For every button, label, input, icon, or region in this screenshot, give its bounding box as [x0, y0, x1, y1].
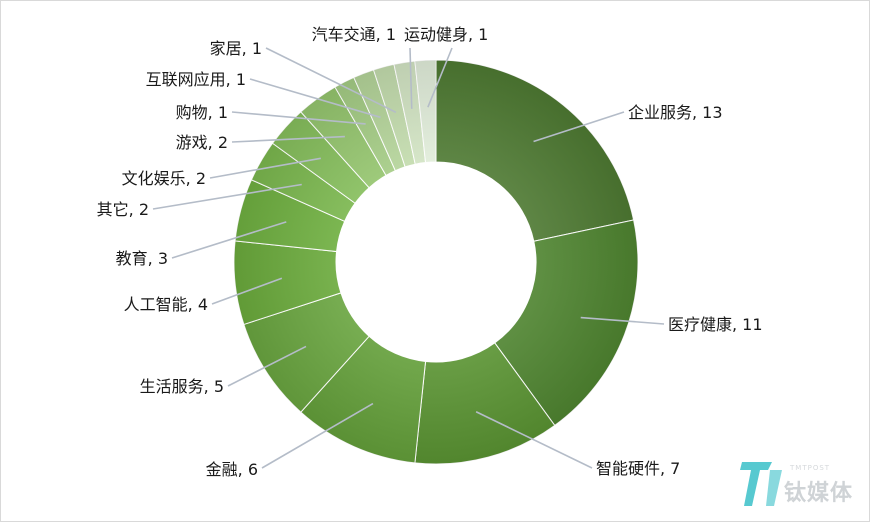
slice-shade-11	[335, 77, 396, 176]
data-label-13: 家居, 1	[210, 39, 262, 58]
slice-shade-5	[243, 292, 370, 413]
slice-shade-4	[300, 336, 426, 463]
leader-line-13	[265, 47, 397, 113]
slice-shade-1	[436, 60, 634, 242]
data-label-8: 其它, 2	[97, 200, 149, 219]
watermark-logo: TMTPOST 钛媒体	[740, 462, 853, 506]
leader-line-6	[211, 277, 283, 305]
leader-line-3	[475, 410, 593, 469]
data-labels-group: 企业服务, 13 医疗健康, 11 智能硬件, 7 金融, 6 生活服务, 5 人工智能,…	[97, 25, 763, 479]
data-label-14: 汽车交通, 1	[312, 25, 396, 44]
data-label-6: 人工智能, 4	[124, 295, 208, 314]
slices-group	[233, 59, 639, 465]
data-label-4: 金融, 6	[206, 460, 258, 479]
leader-line-5	[227, 345, 307, 387]
leader-line-12	[249, 78, 381, 119]
leader-line-15	[427, 47, 453, 108]
slice-shade-15	[414, 60, 436, 163]
leader-lines-group	[152, 47, 665, 469]
data-label-2: 医疗健康, 11	[668, 315, 763, 334]
data-label-10: 游戏, 2	[176, 133, 228, 152]
leader-line-2	[580, 316, 665, 325]
data-label-12: 互联网应用, 1	[146, 70, 246, 89]
leader-line-9	[209, 157, 321, 179]
slice-shade-2	[494, 220, 638, 426]
leader-line-1	[533, 111, 625, 143]
leader-line-10	[231, 135, 345, 143]
leader-line-4	[261, 402, 374, 469]
slice-shade-14	[394, 61, 426, 165]
data-label-3: 智能硬件, 7	[596, 459, 680, 478]
leader-line-11	[231, 111, 366, 125]
slice-shade-13	[373, 64, 416, 167]
slice-shade-12	[353, 69, 406, 171]
data-label-9: 文化娱乐, 2	[122, 169, 206, 188]
leader-line-8	[152, 183, 302, 210]
data-label-1: 企业服务, 13	[628, 103, 723, 122]
data-label-11: 购物, 1	[176, 103, 228, 122]
watermark-mark-icon	[740, 462, 782, 506]
slice-shade-7	[235, 179, 345, 252]
leader-line-14	[409, 47, 413, 109]
slice-shade-8	[251, 143, 356, 222]
slice-shade-9	[272, 111, 370, 204]
leader-line-7	[171, 221, 287, 259]
slice-shade-6	[234, 240, 341, 325]
watermark-text: 钛媒体	[784, 480, 853, 506]
data-label-7: 教育, 3	[116, 249, 168, 268]
donut-hole	[336, 162, 536, 362]
data-label-5: 生活服务, 5	[140, 377, 224, 396]
data-label-15: 运动健身, 1	[404, 25, 488, 44]
watermark-subtext: TMTPOST	[789, 464, 830, 472]
